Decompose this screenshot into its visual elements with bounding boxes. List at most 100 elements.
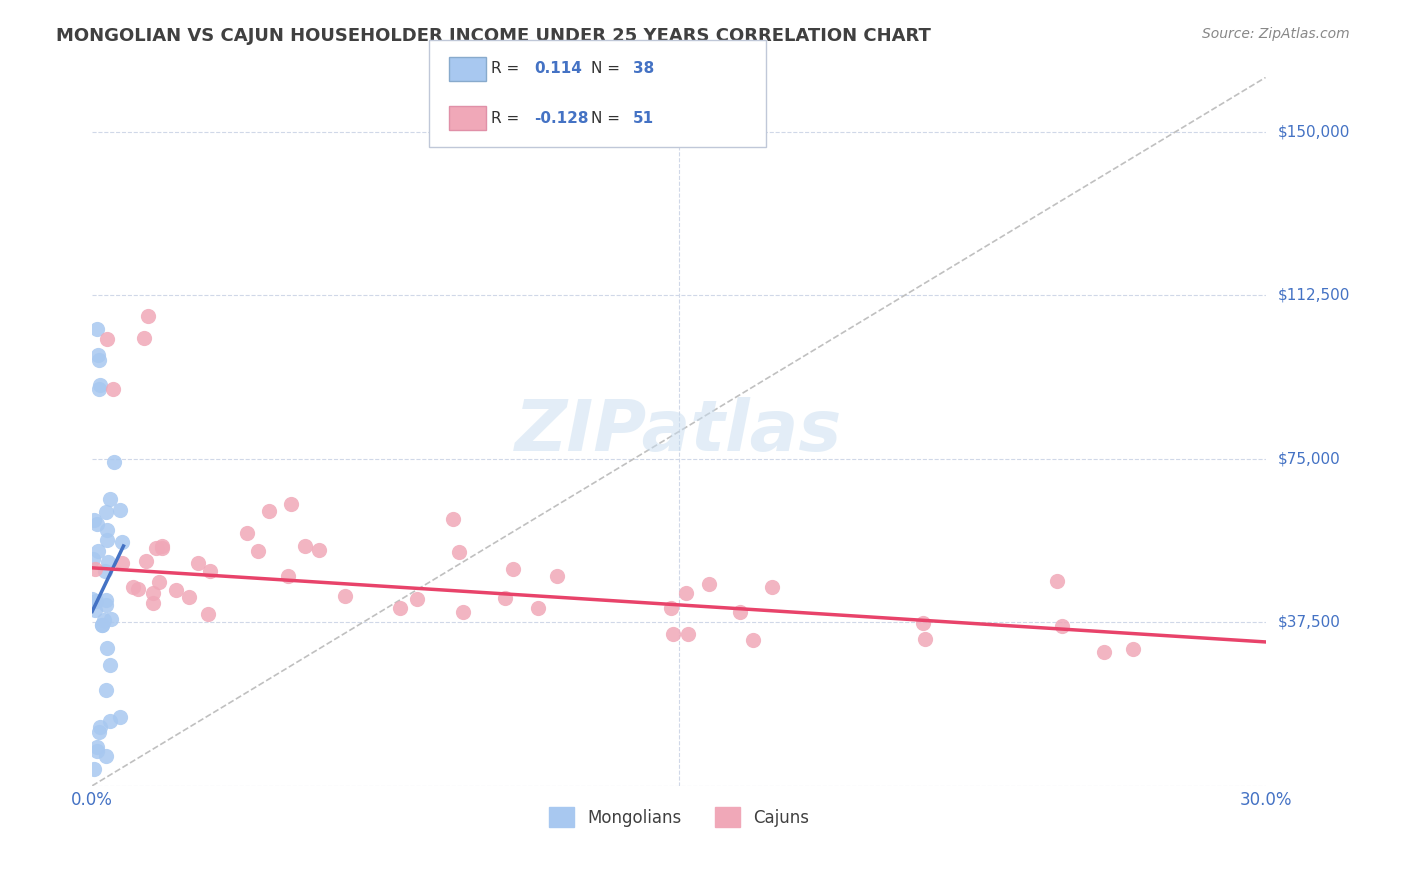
Point [742, 632, 765, 647]
Point [280, 497, 302, 511]
Point [96, 533, 118, 547]
Point [676, 627, 699, 641]
Point [121, 580, 143, 594]
Point [675, 585, 697, 599]
Text: R =: R = [491, 112, 519, 126]
Point [697, 576, 720, 591]
Point [86, 517, 108, 532]
Point [200, 564, 222, 578]
Point [912, 615, 935, 630]
Text: ZIPatlas: ZIPatlas [515, 397, 842, 467]
Point [96, 332, 118, 346]
Text: $75,000: $75,000 [1277, 451, 1340, 467]
Point [94, 598, 117, 612]
Text: N =: N = [591, 62, 620, 76]
Point [87, 347, 110, 361]
Point [84, 603, 107, 617]
Point [127, 582, 149, 596]
Point [83, 513, 105, 527]
Point [100, 612, 122, 626]
Point [451, 605, 474, 619]
Point [86, 739, 108, 754]
Point [103, 455, 125, 469]
Point [1045, 574, 1067, 589]
Point [89, 720, 111, 734]
Legend: Mongolians, Cajuns: Mongolians, Cajuns [543, 800, 815, 834]
Point [406, 592, 429, 607]
Point [96, 640, 118, 655]
Point [108, 709, 131, 723]
Point [84, 594, 107, 608]
Point [89, 377, 111, 392]
Text: $150,000: $150,000 [1277, 124, 1350, 139]
Point [148, 575, 170, 590]
Point [93, 565, 115, 579]
Text: MONGOLIAN VS CAJUN HOUSEHOLDER INCOME UNDER 25 YEARS CORRELATION CHART: MONGOLIAN VS CAJUN HOUSEHOLDER INCOME UN… [56, 27, 931, 45]
Text: 51: 51 [633, 112, 654, 126]
Point [98, 492, 121, 507]
Point [152, 541, 174, 556]
Text: -0.128: -0.128 [534, 112, 589, 126]
Point [132, 330, 155, 344]
Text: $37,500: $37,500 [1277, 615, 1340, 630]
Point [1092, 645, 1115, 659]
Point [97, 555, 120, 569]
Point [94, 683, 117, 698]
Point [138, 310, 160, 324]
Point [177, 591, 200, 605]
Point [1122, 642, 1144, 657]
Point [86, 322, 108, 336]
Point [82, 552, 104, 566]
Point [761, 580, 783, 594]
Text: Source: ZipAtlas.com: Source: ZipAtlas.com [1202, 27, 1350, 41]
Point [94, 505, 117, 519]
Point [546, 568, 568, 582]
Point [389, 600, 412, 615]
Point [197, 607, 219, 621]
Point [108, 503, 131, 517]
Point [142, 596, 165, 610]
Point [335, 589, 357, 603]
Point [187, 556, 209, 570]
Point [150, 539, 173, 553]
Point [441, 512, 464, 526]
Point [145, 541, 167, 555]
Point [86, 744, 108, 758]
Point [84, 562, 107, 576]
Text: R =: R = [491, 62, 519, 76]
Point [103, 383, 125, 397]
Point [87, 544, 110, 558]
Point [502, 561, 524, 575]
Point [165, 583, 187, 598]
Point [277, 569, 299, 583]
Point [94, 748, 117, 763]
Point [96, 523, 118, 537]
Point [93, 613, 115, 627]
Point [294, 539, 316, 553]
Point [89, 382, 111, 396]
Text: 0.114: 0.114 [534, 62, 582, 76]
Point [659, 601, 682, 615]
Point [730, 605, 752, 619]
Point [527, 600, 550, 615]
Point [90, 617, 112, 632]
Point [98, 657, 121, 672]
Point [142, 585, 165, 599]
Point [308, 543, 330, 558]
Point [236, 525, 259, 540]
Point [111, 556, 134, 570]
Point [83, 762, 105, 776]
Text: $112,500: $112,500 [1277, 288, 1350, 303]
Point [1050, 619, 1073, 633]
Point [914, 632, 936, 646]
Point [98, 714, 121, 729]
Point [135, 554, 157, 568]
Point [82, 592, 104, 607]
Point [447, 545, 470, 559]
Point [96, 592, 118, 607]
Point [89, 353, 111, 368]
Point [111, 534, 134, 549]
Point [87, 724, 110, 739]
Text: N =: N = [591, 112, 620, 126]
Point [247, 544, 270, 558]
